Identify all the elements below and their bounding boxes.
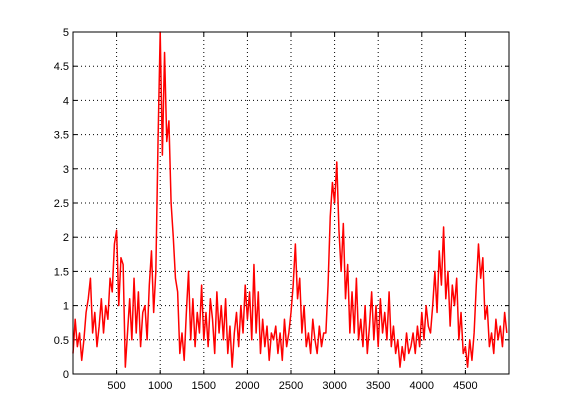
plot-area bbox=[73, 32, 509, 374]
y-tick-label: 2 bbox=[63, 232, 69, 244]
y-tick-label: 4.5 bbox=[54, 61, 69, 73]
x-tick-label: 1000 bbox=[148, 380, 172, 392]
y-tick-label: 3 bbox=[63, 164, 69, 176]
x-tick-label: 4500 bbox=[453, 380, 477, 392]
x-tick-label: 1500 bbox=[192, 380, 216, 392]
x-tick-label: 4000 bbox=[410, 380, 434, 392]
x-tick-label: 2000 bbox=[235, 380, 259, 392]
x-tick-label: 500 bbox=[107, 380, 125, 392]
y-tick-label: 4 bbox=[63, 95, 69, 107]
y-tick-label: 0.5 bbox=[54, 335, 69, 347]
data-line bbox=[72, 31, 508, 368]
y-tick-label: 5 bbox=[63, 27, 69, 39]
y-tick-label: 1 bbox=[63, 301, 69, 313]
y-tick-label: 2.5 bbox=[54, 198, 69, 210]
y-tick-label: 1.5 bbox=[54, 266, 69, 278]
x-tick-label: 3500 bbox=[366, 380, 390, 392]
x-tick-label: 2500 bbox=[279, 380, 303, 392]
axes-box bbox=[72, 31, 510, 375]
y-tick-label: 3.5 bbox=[54, 130, 69, 142]
x-tick-label: 3000 bbox=[322, 380, 346, 392]
y-tick-label: 0 bbox=[63, 369, 69, 381]
